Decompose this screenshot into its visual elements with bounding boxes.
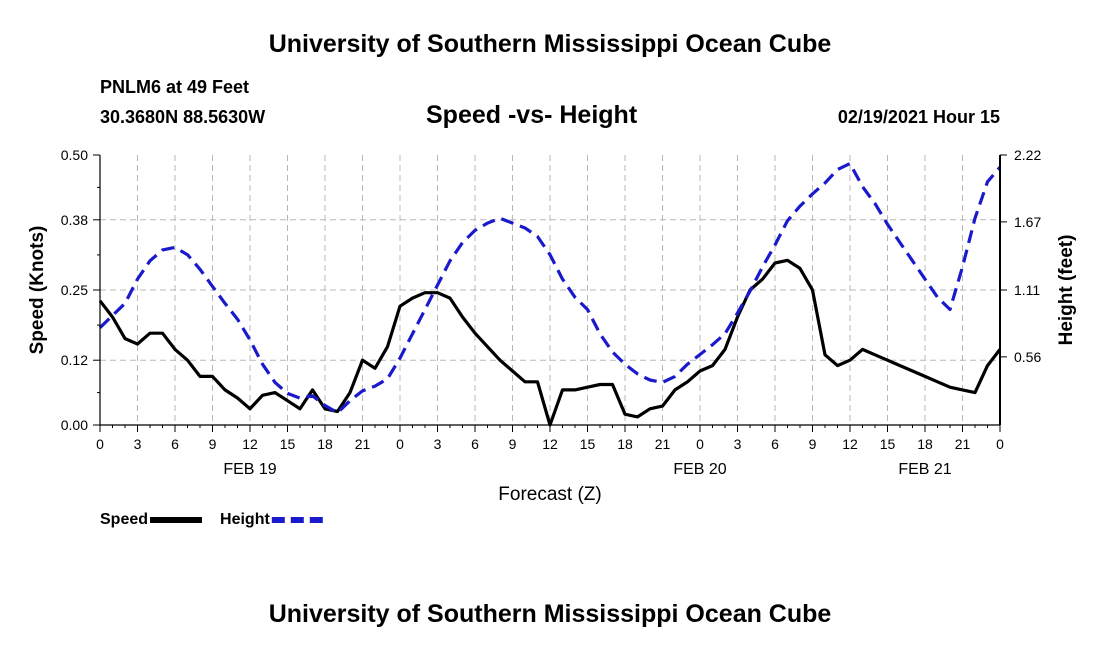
- y-tick-label: 0.25: [61, 282, 88, 298]
- y-tick-label: 0.00: [61, 417, 88, 433]
- y-tick-label: 0.38: [61, 212, 88, 228]
- x-tick-label: 0: [96, 436, 104, 452]
- x-tick-label: 21: [655, 436, 671, 452]
- x-tick-label: 3: [734, 436, 742, 452]
- footer-title: University of Southern Mississippi Ocean…: [268, 600, 832, 628]
- x-tick-label: 18: [917, 436, 933, 452]
- x-tick-label: 12: [542, 436, 558, 452]
- x-tick-label: 6: [771, 436, 779, 452]
- day-label: FEB 21: [898, 461, 951, 478]
- y-tick-label: 0.12: [61, 352, 88, 368]
- x-tick-label: 12: [842, 436, 858, 452]
- height-series-line: [98, 161, 1002, 415]
- day-label: FEB 20: [673, 461, 726, 478]
- x-tick-label: 9: [809, 436, 817, 452]
- y2-tick-label: 1.67: [1014, 214, 1041, 230]
- x-tick-label: 21: [955, 436, 971, 452]
- y2-tick-label: 1.11: [1014, 282, 1040, 298]
- x-axis-title: Forecast (Z): [498, 484, 601, 505]
- x-tick-label: 15: [880, 436, 896, 452]
- x-tick-label: 9: [509, 436, 517, 452]
- y2-tick-label: 2.22: [1014, 147, 1041, 163]
- x-tick-label: 15: [580, 436, 596, 452]
- x-tick-label: 6: [471, 436, 479, 452]
- legend-label: Height: [220, 511, 270, 528]
- station-label: PNLM6 at 49 Feet: [100, 77, 250, 97]
- x-tick-label: 18: [617, 436, 633, 452]
- x-tick-label: 0: [396, 436, 404, 452]
- x-tick-label: 0: [696, 436, 704, 452]
- x-tick-label: 9: [209, 436, 217, 452]
- x-tick-label: 3: [134, 436, 142, 452]
- y-tick-label: 0.50: [61, 147, 88, 163]
- datetime-label: 02/19/2021 Hour 15: [837, 107, 1000, 127]
- y2-tick-label: 0.56: [1014, 349, 1041, 365]
- y-axis-title: Speed (Knots): [27, 226, 48, 355]
- x-tick-label: 21: [355, 436, 371, 452]
- coordinates-label: 30.3680N 88.5630W: [100, 107, 266, 127]
- page-title: University of Southern Mississippi Ocean…: [268, 30, 832, 58]
- x-tick-label: 18: [317, 436, 333, 452]
- chart-title: Speed -vs- Height: [426, 101, 638, 129]
- day-label: FEB 19: [223, 461, 276, 478]
- y2-axis-title: Height (feet): [1056, 235, 1077, 346]
- legend-label: Speed: [100, 511, 148, 528]
- x-tick-label: 15: [280, 436, 296, 452]
- x-tick-label: 3: [434, 436, 442, 452]
- x-tick-label: 6: [171, 436, 179, 452]
- x-tick-label: 0: [996, 436, 1004, 452]
- x-tick-label: 12: [242, 436, 258, 452]
